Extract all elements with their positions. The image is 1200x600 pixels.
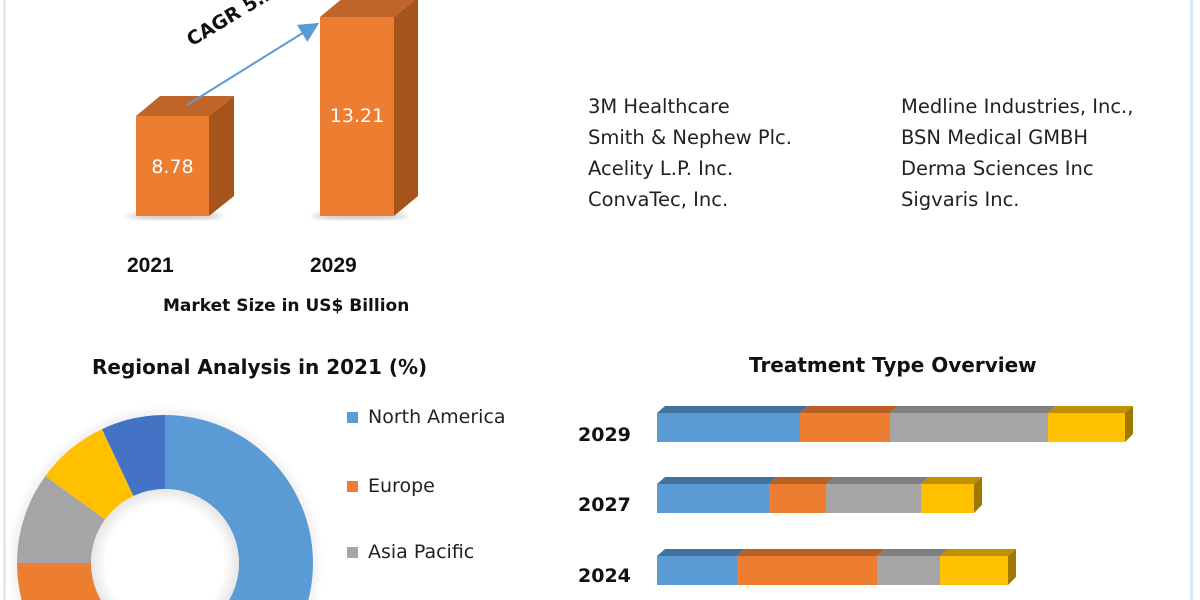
bar-value-2029: 13.21 [329, 105, 385, 127]
donut-segment-asia-pacific [17, 476, 106, 563]
legend-asia-pacific: Asia Pacific [347, 541, 474, 563]
cagr-arrow-icon [186, 22, 320, 106]
company-item: Medline Industries, Inc., [901, 95, 1134, 118]
legend-swatch-icon [347, 480, 358, 492]
company-list-right: Medline Industries, Inc., BSN Medical GM… [901, 91, 1133, 215]
treatment-year-2024: 2024 [578, 565, 631, 587]
bar-2021 [136, 96, 234, 216]
market-size-axis-label: Market Size in US$ Billion [163, 296, 410, 316]
company-item: 3M Healthcare [588, 95, 730, 118]
company-item: ConvaTec, Inc. [588, 188, 729, 211]
treatment-chart-title: Treatment Type Overview [749, 353, 1037, 377]
legend-label: Asia Pacific [368, 541, 475, 563]
company-item: BSN Medical GMBH [901, 126, 1089, 149]
company-item: Smith & Nephew Plc. [588, 126, 792, 149]
legend-label: Europe [368, 475, 435, 497]
treatment-bar-2024 [657, 549, 1016, 585]
left-border [3, 0, 6, 600]
donut-segment-dark-blue [102, 415, 165, 496]
regional-donut [11, 409, 319, 600]
legend-north-america: North America [347, 406, 506, 428]
donut-segment-europe [17, 563, 101, 600]
legend-swatch-icon [347, 546, 358, 558]
donut-segment-yellow [45, 429, 134, 520]
right-border [1190, 0, 1193, 600]
donut-segment-north-america [165, 415, 313, 600]
treatment-year-2029: 2029 [578, 424, 631, 446]
legend-swatch-icon [347, 411, 358, 423]
company-item: Acelity L.P. Inc. [588, 157, 734, 180]
company-item: Derma Sciences Inc [901, 157, 1094, 180]
legend-europe: Europe [347, 475, 435, 497]
year-label-2021: 2021 [127, 254, 174, 277]
bar-value-2021: 8.78 [151, 156, 194, 178]
year-label-2029: 2029 [310, 254, 357, 277]
company-item: Sigvaris Inc. [901, 188, 1020, 211]
bar-2029 [320, 0, 418, 216]
regional-chart-title: Regional Analysis in 2021 (%) [92, 355, 428, 379]
legend-label: North America [368, 406, 506, 428]
treatment-year-2027: 2027 [578, 494, 631, 516]
company-list-left: 3M Healthcare Smith & Nephew Plc. Acelit… [588, 91, 792, 215]
treatment-bar-2027 [657, 477, 982, 513]
treatment-bar-2029 [657, 406, 1133, 442]
